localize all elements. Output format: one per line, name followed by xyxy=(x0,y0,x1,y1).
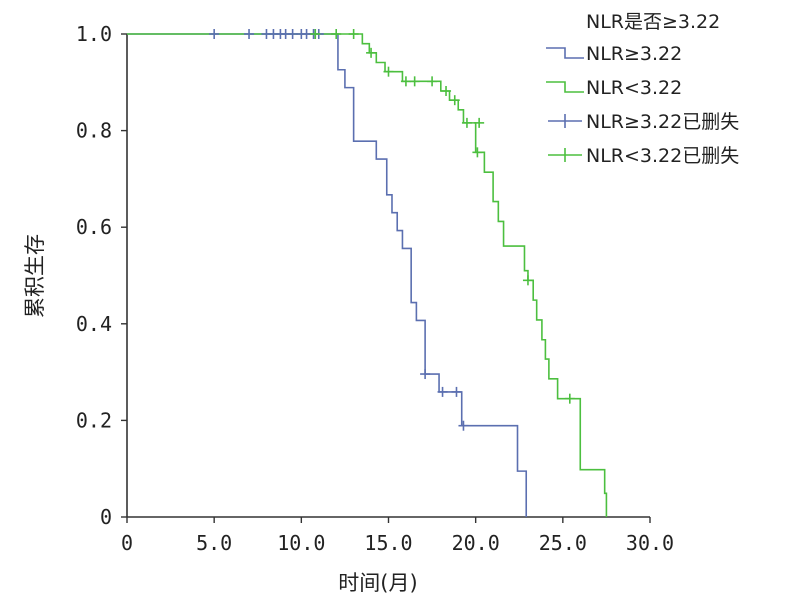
x-tick-label: 25.0 xyxy=(539,531,587,555)
censor-mark-low-nlr xyxy=(564,393,575,404)
censor-mark-high-nlr xyxy=(420,369,431,380)
censor-mark-low-nlr xyxy=(474,117,485,128)
censor-mark-high-nlr xyxy=(437,386,448,397)
censor-mark-low-nlr xyxy=(366,47,377,58)
censor-mark-low-nlr xyxy=(310,29,321,39)
legend-label: NLR<3.22已删失 xyxy=(586,145,739,167)
censor-mark-low-nlr xyxy=(461,117,472,128)
legend-label: NLR≥3.22 xyxy=(586,43,682,65)
legend-label: NLR≥3.22已删失 xyxy=(586,111,739,133)
legend-item: NLR≥3.22已删失 xyxy=(548,111,739,133)
survival-curve-low-nlr xyxy=(127,33,608,517)
censor-mark-low-nlr xyxy=(472,147,483,158)
censor-mark-low-nlr xyxy=(348,29,359,39)
x-tick-label: 30.0 xyxy=(626,531,674,555)
x-tick-label: 15.0 xyxy=(364,531,412,555)
censor-mark-high-nlr xyxy=(287,29,298,39)
legend: NLR是否≥3.22 NLR≥3.22 NLR<3.22 NLR≥3.22已删失 NL… xyxy=(546,11,739,167)
x-axis-title: 时间(月) xyxy=(338,571,417,595)
x-tick-label: 0 xyxy=(121,531,133,555)
censor-mark-low-nlr xyxy=(409,76,420,87)
x-tick-label: 5.0 xyxy=(196,531,232,555)
censor-layer xyxy=(209,29,575,431)
censor-mark-high-nlr xyxy=(209,29,220,39)
legend-label: NLR<3.22 xyxy=(586,77,682,99)
legend-line-swatch xyxy=(546,81,584,93)
survival-curve-high-nlr xyxy=(127,33,528,517)
y-axis-title: 累积生存 xyxy=(23,234,47,318)
censor-mark-high-nlr xyxy=(451,386,462,397)
censor-mark-low-nlr xyxy=(441,85,452,96)
censor-mark-low-nlr xyxy=(331,29,342,39)
series-layer xyxy=(127,33,608,517)
censor-mark-high-nlr xyxy=(458,420,469,431)
legend-line-swatch xyxy=(546,47,584,59)
x-tick-label: 20.0 xyxy=(452,531,500,555)
y-tick-label: 0.6 xyxy=(76,215,112,239)
censor-mark-low-nlr xyxy=(383,66,394,77)
censor-mark-high-nlr xyxy=(244,29,255,39)
y-tick-label: 1.0 xyxy=(76,22,112,46)
axes xyxy=(126,34,650,518)
legend-title: NLR是否≥3.22 xyxy=(586,11,720,33)
legend-item: NLR<3.22已删失 xyxy=(548,145,739,167)
y-tick-label: 0.8 xyxy=(76,119,112,143)
legend-item: NLR≥3.22 xyxy=(546,43,682,65)
y-tick-label: 0 xyxy=(100,505,112,529)
censor-mark-low-nlr xyxy=(400,76,411,87)
censor-mark-low-nlr xyxy=(449,95,460,106)
x-tick-label: 10.0 xyxy=(277,531,325,555)
censor-mark-low-nlr xyxy=(522,275,533,286)
y-tick-label: 0.2 xyxy=(76,408,112,432)
censor-mark-low-nlr xyxy=(427,76,438,87)
legend-item: NLR<3.22 xyxy=(546,77,682,99)
y-tick-label: 0.4 xyxy=(76,312,112,336)
ticks: 0 5.0 10.0 15.0 20.0 25.0 30.0 0 0.2 0.4 0.6 0.8 1.0 xyxy=(76,22,674,555)
